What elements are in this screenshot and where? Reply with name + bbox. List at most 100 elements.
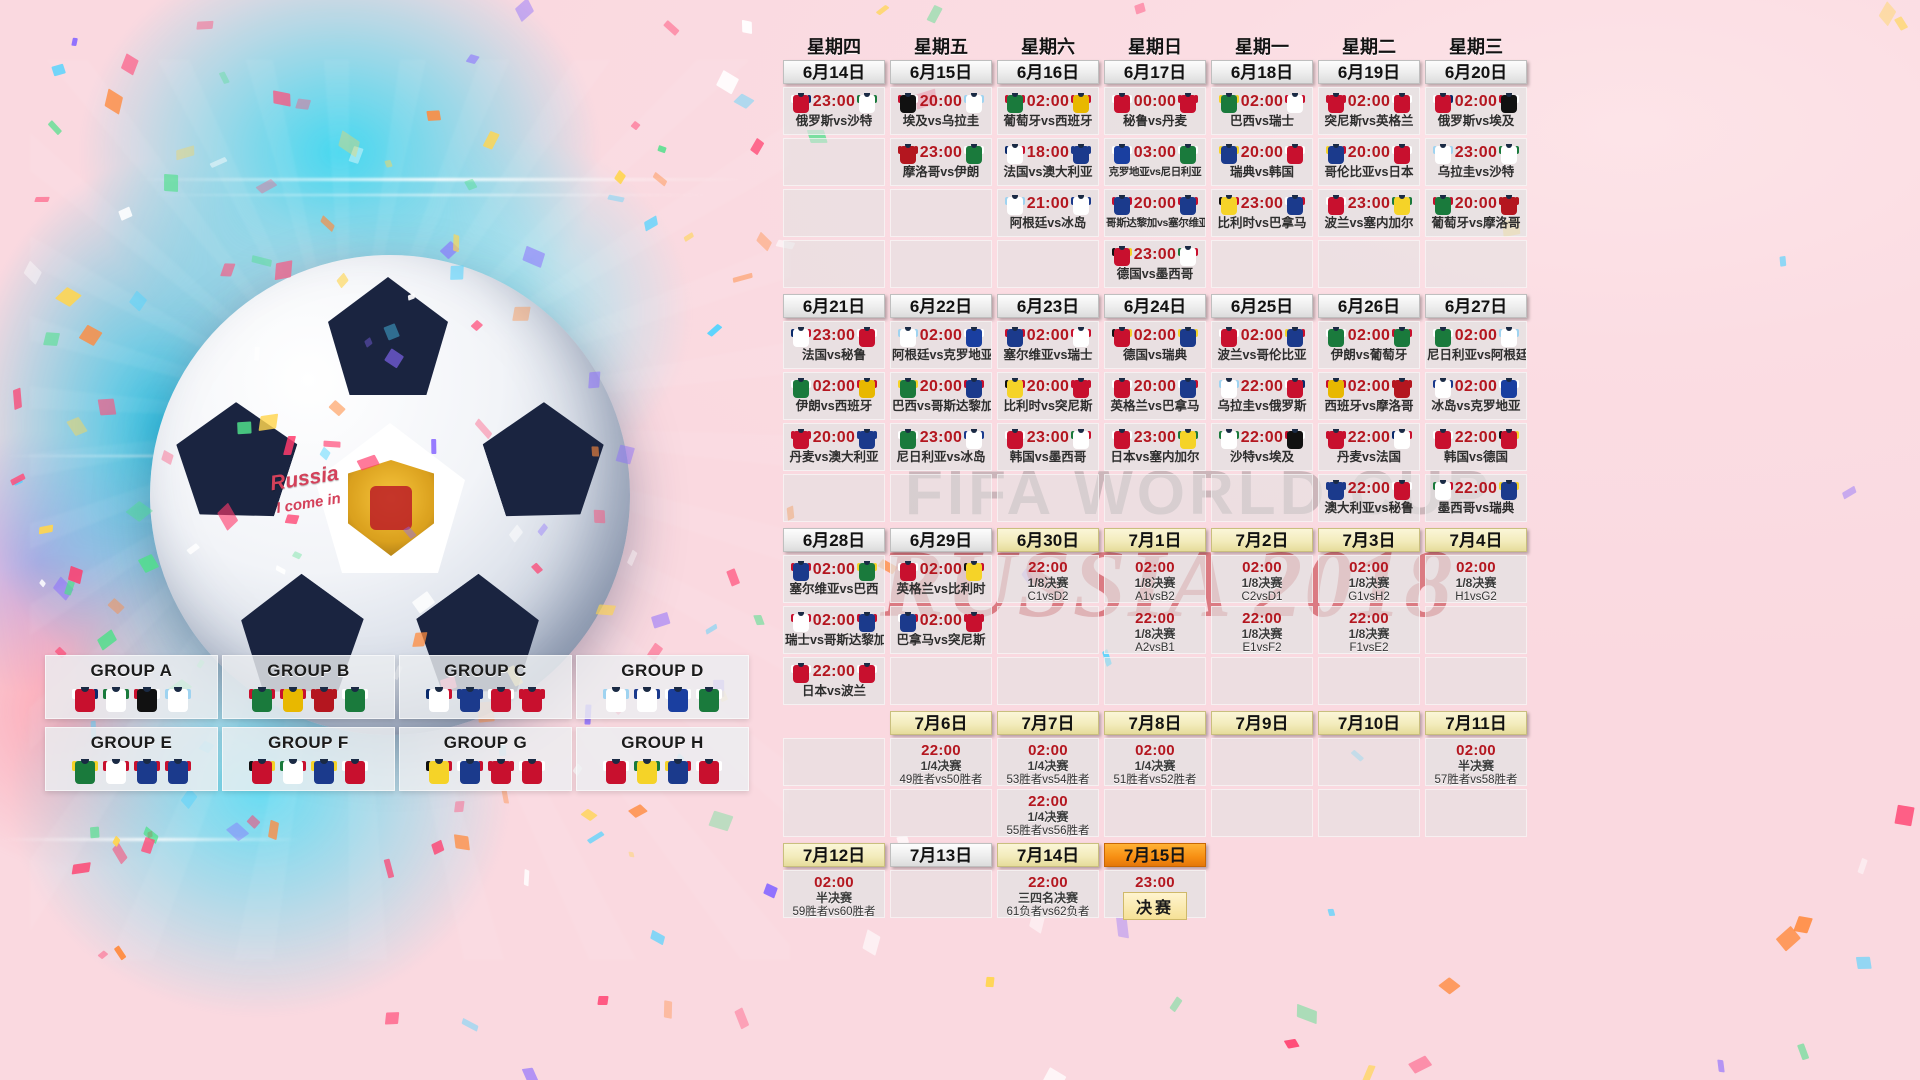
date-header[interactable]: 6月27日 [1425, 294, 1527, 318]
match-cell-group[interactable]: 02:00 西班牙vs摩洛哥 [1318, 372, 1420, 420]
match-cell-knockout[interactable]: 22:00 1/4决赛 55胜者vs56胜者 [997, 789, 1099, 837]
group-group-c[interactable]: GROUP C [399, 655, 572, 719]
date-header[interactable]: 7月8日 [1104, 711, 1206, 735]
match-cell-knockout[interactable]: 22:00 1/4决赛 49胜者vs50胜者 [890, 738, 992, 786]
date-header[interactable]: 7月15日 [1104, 843, 1206, 867]
date-header[interactable]: 6月20日 [1425, 60, 1527, 84]
match-cell-group[interactable]: 22:00 澳大利亚vs秘鲁 [1318, 474, 1420, 522]
match-cell-group[interactable]: 00:00 秘鲁vs丹麦 [1104, 87, 1206, 135]
match-cell-group[interactable]: 23:00 日本vs塞内加尔 [1104, 423, 1206, 471]
match-cell-group[interactable]: 03:00 克罗地亚vs尼日利亚 [1104, 138, 1206, 186]
match-cell-group[interactable]: 22:00 沙特vs埃及 [1211, 423, 1313, 471]
date-header[interactable]: 7月4日 [1425, 528, 1527, 552]
match-cell-group[interactable]: 02:00 巴拿马vs突尼斯 [890, 606, 992, 654]
date-header[interactable]: 7月12日 [783, 843, 885, 867]
group-group-e[interactable]: GROUP E [45, 727, 218, 791]
match-cell-group[interactable]: 20:00 哥斯达黎加vs塞尔维亚 [1104, 189, 1206, 237]
group-group-f[interactable]: GROUP F [222, 727, 395, 791]
match-cell-knockout[interactable]: 22:00 1/8决赛 F1vsE2 [1318, 606, 1420, 654]
group-group-d[interactable]: GROUP D [576, 655, 749, 719]
match-cell-knockout[interactable]: 02:00 1/8决赛 A1vsB2 [1104, 555, 1206, 603]
match-cell-group[interactable]: 02:00 巴西vs瑞士 [1211, 87, 1313, 135]
match-cell-group[interactable]: 02:00 塞尔维亚vs巴西 [783, 555, 885, 603]
match-cell-group[interactable]: 02:00 伊朗vs葡萄牙 [1318, 321, 1420, 369]
match-cell-knockout[interactable]: 02:00 1/8决赛 C2vsD1 [1211, 555, 1313, 603]
match-cell-group[interactable]: 22:00 墨西哥vs瑞典 [1425, 474, 1527, 522]
match-cell-final[interactable]: 23:00 决赛 [1104, 870, 1206, 920]
date-header[interactable]: 6月18日 [1211, 60, 1313, 84]
match-cell-knockout[interactable]: 02:00 半决赛 59胜者vs60胜者 [783, 870, 885, 918]
group-group-b[interactable]: GROUP B [222, 655, 395, 719]
match-cell-group[interactable]: 02:00 突尼斯vs英格兰 [1318, 87, 1420, 135]
date-header[interactable]: 7月9日 [1211, 711, 1313, 735]
match-cell-group[interactable]: 02:00 英格兰vs比利时 [890, 555, 992, 603]
date-header[interactable]: 6月24日 [1104, 294, 1206, 318]
match-cell-group[interactable]: 23:00 德国vs墨西哥 [1104, 240, 1206, 288]
date-header[interactable]: 7月7日 [997, 711, 1099, 735]
match-cell-group[interactable]: 20:00 丹麦vs澳大利亚 [783, 423, 885, 471]
match-cell-group[interactable]: 02:00 尼日利亚vs阿根廷 [1425, 321, 1527, 369]
match-cell-group[interactable]: 23:00 法国vs秘鲁 [783, 321, 885, 369]
match-cell-group[interactable]: 20:00 埃及vs乌拉圭 [890, 87, 992, 135]
match-cell-group[interactable]: 22:00 韩国vs德国 [1425, 423, 1527, 471]
group-group-a[interactable]: GROUP A [45, 655, 218, 719]
group-group-g[interactable]: GROUP G [399, 727, 572, 791]
date-header[interactable]: 6月14日 [783, 60, 885, 84]
match-cell-group[interactable]: 20:00 英格兰vs巴拿马 [1104, 372, 1206, 420]
match-cell-group[interactable]: 23:00 乌拉圭vs沙特 [1425, 138, 1527, 186]
match-cell-knockout[interactable]: 22:00 1/8决赛 C1vsD2 [997, 555, 1099, 603]
match-cell-group[interactable]: 22:00 日本vs波兰 [783, 657, 885, 705]
date-header[interactable]: 6月28日 [783, 528, 885, 552]
match-cell-group[interactable]: 02:00 瑞士vs哥斯达黎加 [783, 606, 885, 654]
date-header[interactable]: 6月23日 [997, 294, 1099, 318]
date-header[interactable]: 6月21日 [783, 294, 885, 318]
match-cell-group[interactable]: 23:00 摩洛哥vs伊朗 [890, 138, 992, 186]
date-header[interactable]: 6月19日 [1318, 60, 1420, 84]
match-cell-group[interactable]: 22:00 乌拉圭vs俄罗斯 [1211, 372, 1313, 420]
date-header[interactable]: 7月1日 [1104, 528, 1206, 552]
match-cell-group[interactable]: 02:00 塞尔维亚vs瑞士 [997, 321, 1099, 369]
match-cell-knockout[interactable]: 02:00 1/8决赛 H1vsG2 [1425, 555, 1527, 603]
match-cell-group[interactable]: 02:00 伊朗vs西班牙 [783, 372, 885, 420]
date-header[interactable]: 7月13日 [890, 843, 992, 867]
date-header[interactable]: 6月17日 [1104, 60, 1206, 84]
match-cell-group[interactable]: 20:00 比利时vs突尼斯 [997, 372, 1099, 420]
match-cell-group[interactable]: 23:00 波兰vs塞内加尔 [1318, 189, 1420, 237]
match-cell-group[interactable]: 20:00 巴西vs哥斯达黎加 [890, 372, 992, 420]
date-header[interactable]: 7月6日 [890, 711, 992, 735]
date-header[interactable]: 7月11日 [1425, 711, 1527, 735]
match-cell-group[interactable]: 02:00 波兰vs哥伦比亚 [1211, 321, 1313, 369]
match-cell-group[interactable]: 23:00 俄罗斯vs沙特 [783, 87, 885, 135]
date-header[interactable]: 6月26日 [1318, 294, 1420, 318]
match-cell-group[interactable]: 18:00 法国vs澳大利亚 [997, 138, 1099, 186]
match-cell-group[interactable]: 21:00 阿根廷vs冰岛 [997, 189, 1099, 237]
date-header[interactable]: 6月30日 [997, 528, 1099, 552]
date-header[interactable]: 6月22日 [890, 294, 992, 318]
match-cell-knockout[interactable]: 02:00 1/8决赛 G1vsH2 [1318, 555, 1420, 603]
match-cell-group[interactable]: 02:00 葡萄牙vs西班牙 [997, 87, 1099, 135]
match-cell-knockout[interactable]: 02:00 1/4决赛 51胜者vs52胜者 [1104, 738, 1206, 786]
match-cell-group[interactable]: 20:00 葡萄牙vs摩洛哥 [1425, 189, 1527, 237]
date-header[interactable]: 6月29日 [890, 528, 992, 552]
match-cell-knockout[interactable]: 22:00 三四名决赛 61负者vs62负者 [997, 870, 1099, 918]
date-header[interactable]: 6月25日 [1211, 294, 1313, 318]
match-cell-knockout[interactable]: 02:00 半决赛 57胜者vs58胜者 [1425, 738, 1527, 786]
match-cell-knockout[interactable]: 22:00 1/8决赛 A2vsB1 [1104, 606, 1206, 654]
date-header[interactable]: 6月16日 [997, 60, 1099, 84]
date-header[interactable]: 7月2日 [1211, 528, 1313, 552]
match-cell-knockout[interactable]: 22:00 1/8决赛 E1vsF2 [1211, 606, 1313, 654]
match-cell-group[interactable]: 20:00 哥伦比亚vs日本 [1318, 138, 1420, 186]
date-header[interactable]: 7月10日 [1318, 711, 1420, 735]
match-cell-group[interactable]: 23:00 韩国vs墨西哥 [997, 423, 1099, 471]
match-cell-knockout[interactable]: 02:00 1/4决赛 53胜者vs54胜者 [997, 738, 1099, 786]
date-header[interactable]: 7月3日 [1318, 528, 1420, 552]
match-cell-group[interactable]: 02:00 阿根廷vs克罗地亚 [890, 321, 992, 369]
match-cell-group[interactable]: 02:00 俄罗斯vs埃及 [1425, 87, 1527, 135]
match-cell-group[interactable]: 02:00 德国vs瑞典 [1104, 321, 1206, 369]
match-cell-group[interactable]: 20:00 瑞典vs韩国 [1211, 138, 1313, 186]
date-header[interactable]: 6月15日 [890, 60, 992, 84]
match-cell-group[interactable]: 22:00 丹麦vs法国 [1318, 423, 1420, 471]
match-cell-group[interactable]: 23:00 比利时vs巴拿马 [1211, 189, 1313, 237]
match-cell-group[interactable]: 23:00 尼日利亚vs冰岛 [890, 423, 992, 471]
date-header[interactable]: 7月14日 [997, 843, 1099, 867]
